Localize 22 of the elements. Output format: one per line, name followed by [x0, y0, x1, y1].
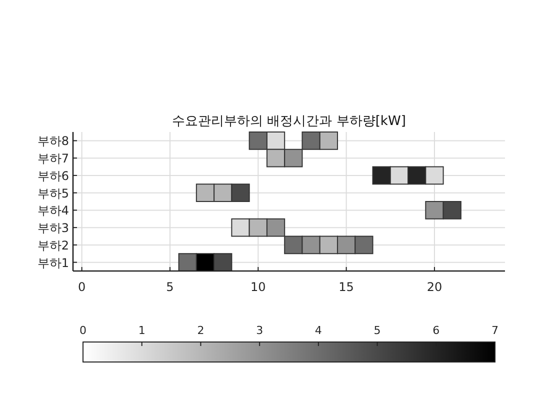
y-tick-label: 부하5 [37, 186, 69, 200]
x-tick-label: 5 [166, 280, 174, 294]
color-bar-label: 3 [256, 324, 264, 337]
color-bar-label: 0 [80, 324, 86, 337]
color-bar-label: 5 [374, 324, 381, 337]
y-tick-label: 부하6 [37, 168, 69, 183]
color-bar-label: 1 [138, 324, 146, 337]
x-tick-label: 15 [338, 280, 354, 294]
y-tick-label: 부하7 [37, 152, 69, 166]
color-bar-label: 2 [197, 324, 204, 337]
y-tick-label: 부하8 [37, 134, 69, 148]
y-tick-label: 부하3 [37, 221, 69, 236]
color-bar-label: 6 [432, 324, 440, 337]
y-tick-label: 부하1 [37, 256, 69, 270]
y-tick-label: 부하4 [37, 204, 69, 218]
color-bar-label: 4 [314, 324, 322, 337]
x-tick-label: 0 [78, 280, 86, 294]
x-tick-label: 10 [250, 280, 266, 294]
y-tick-label: 부하2 [37, 238, 69, 252]
color-bar-label: 7 [492, 324, 498, 337]
x-tick-label: 20 [426, 280, 442, 294]
chart-title: 수요관리부하의 배정시간과 부하량[kW] [172, 114, 406, 129]
